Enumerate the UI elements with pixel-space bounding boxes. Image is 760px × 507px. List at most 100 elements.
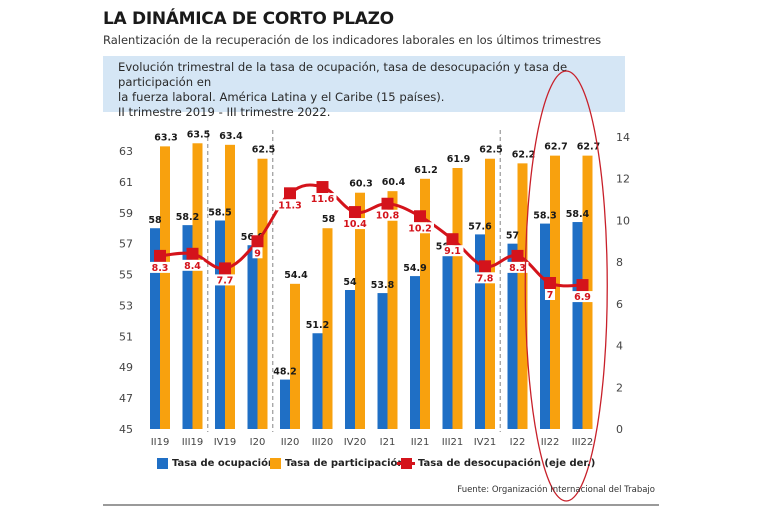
marker-desocupacion <box>576 279 589 292</box>
highlight-ellipse <box>524 70 608 502</box>
left-axis-tick: 45 <box>119 423 133 436</box>
label-participacion: 58 <box>322 214 336 225</box>
x-axis-tick: IV19 <box>214 437 237 448</box>
info-line-2: la fuerza laboral. América Latina y el C… <box>118 90 445 104</box>
marker-desocupacion <box>251 235 264 248</box>
marker-desocupacion <box>479 260 491 273</box>
x-axis-tick: III22 <box>572 437 594 448</box>
label-desocupacion: 8.4 <box>184 261 201 272</box>
label-desocupacion: 6.9 <box>574 292 591 303</box>
bar-ocupacion <box>150 228 160 429</box>
x-axis-tick: I20 <box>250 437 266 448</box>
x-axis-tick: II20 <box>281 437 300 448</box>
marker-desocupacion <box>511 249 524 262</box>
label-desocupacion: 7.7 <box>217 275 234 286</box>
bar-ocupacion <box>572 222 583 429</box>
label-ocupacion: 58 <box>148 215 162 226</box>
legend-swatch-participacion <box>270 458 281 469</box>
x-axis-tick: IV21 <box>474 437 497 448</box>
legend-item-participacion: Tasa de participación <box>270 458 405 469</box>
marker-desocupacion <box>219 262 231 275</box>
bar-ocupacion <box>182 225 193 429</box>
bar-participacion <box>290 283 300 429</box>
bar-participacion <box>452 167 463 429</box>
label-bg-desocupacion <box>373 209 402 221</box>
label-bg-desocupacion <box>214 274 236 286</box>
x-axis-tick: II22 <box>541 437 560 448</box>
bar-participacion <box>420 178 430 429</box>
x-axis-tick: IV20 <box>344 437 367 448</box>
label-bg-desocupacion <box>474 272 496 284</box>
label-desocupacion: 8.3 <box>152 263 169 274</box>
label-participacion: 62.7 <box>544 142 567 153</box>
bar-ocupacion <box>247 245 258 429</box>
info-box: Evolución trimestral de la tasa de ocupa… <box>103 56 625 119</box>
label-desocupacion: 7 <box>547 290 554 301</box>
label-bg-desocupacion <box>276 199 304 211</box>
bar-participacion <box>160 146 170 429</box>
marker-desocupacion <box>446 233 459 246</box>
bar-ocupacion <box>475 234 485 429</box>
right-axis-tick: 12 <box>616 173 630 186</box>
left-axis-tick: 61 <box>119 176 133 189</box>
label-ocupacion: 58.3 <box>533 211 556 222</box>
bar-ocupacion <box>442 254 453 429</box>
label-desocupacion: 9 <box>254 248 261 259</box>
label-bg-desocupacion <box>506 261 529 273</box>
legend-label-desocupacion: Tasa de desocupación (eje der.) <box>418 458 596 469</box>
label-bg-desocupacion <box>571 291 594 303</box>
bar-participacion <box>322 228 333 429</box>
x-axis-tick: III19 <box>182 437 204 448</box>
right-axis-tick: 10 <box>616 214 630 227</box>
left-axis-tick: 53 <box>119 299 133 312</box>
legend-item-desocupacion: Tasa de desocupación (eje der.) <box>397 458 595 469</box>
bar-participacion <box>355 192 365 429</box>
x-axis-tick: II21 <box>411 437 430 448</box>
bar-participacion <box>225 144 235 430</box>
right-axis-tick: 2 <box>616 381 623 394</box>
bar-ocupacion <box>215 220 225 429</box>
source-note: Fuente: Organización Internacional del T… <box>457 485 655 495</box>
label-bg-desocupacion <box>252 247 263 259</box>
label-desocupacion: 10.8 <box>376 211 400 222</box>
bar-participacion <box>517 163 528 429</box>
bar-ocupacion <box>377 293 388 429</box>
left-axis-tick: 63 <box>119 145 133 158</box>
label-ocupacion: 58.4 <box>566 209 590 220</box>
right-axis-tick: 14 <box>616 131 630 144</box>
label-ocupacion: 51.2 <box>306 320 329 331</box>
right-axis-tick: 6 <box>616 298 623 311</box>
x-axis-tick: III21 <box>442 437 464 448</box>
label-ocupacion: 57 <box>506 231 519 242</box>
label-participacion: 62.5 <box>252 145 275 156</box>
bar-participacion <box>485 158 495 429</box>
label-ocupacion: 54 <box>343 277 357 288</box>
bar-ocupacion <box>540 223 550 429</box>
marker-desocupacion <box>544 277 556 289</box>
label-participacion: 54.4 <box>284 270 308 281</box>
left-axis-tick: 49 <box>119 361 133 374</box>
bar-ocupacion <box>312 333 323 429</box>
bar-ocupacion <box>345 290 355 429</box>
x-axis-tick: II19 <box>151 437 170 448</box>
left-axis-tick: 47 <box>119 392 133 405</box>
label-desocupacion: 7.8 <box>477 273 494 284</box>
marker-desocupacion <box>284 187 296 200</box>
legend-label-ocupacion: Tasa de ocupación <box>172 458 276 469</box>
label-participacion: 62.5 <box>479 145 502 156</box>
left-axis-tick: 51 <box>119 330 133 343</box>
label-desocupacion: 11.3 <box>278 200 301 211</box>
x-axis-tick: I21 <box>380 437 396 448</box>
legend-marker-desocupacion <box>397 458 415 469</box>
right-axis-tick: 4 <box>616 340 623 353</box>
label-ocupacion: 57.6 <box>468 221 492 232</box>
bar-participacion <box>192 143 203 429</box>
left-axis-tick: 59 <box>119 207 133 220</box>
label-participacion: 61.9 <box>447 154 470 165</box>
info-line-3: II trimestre 2019 - III trimestre 2022. <box>118 105 331 119</box>
label-bg-desocupacion <box>545 289 555 300</box>
label-participacion: 60.3 <box>349 179 372 190</box>
chart-title: LA DINÁMICA DE CORTO PLAZO <box>103 9 394 29</box>
label-desocupacion: 10.2 <box>408 223 431 234</box>
label-participacion: 62.7 <box>577 142 600 153</box>
